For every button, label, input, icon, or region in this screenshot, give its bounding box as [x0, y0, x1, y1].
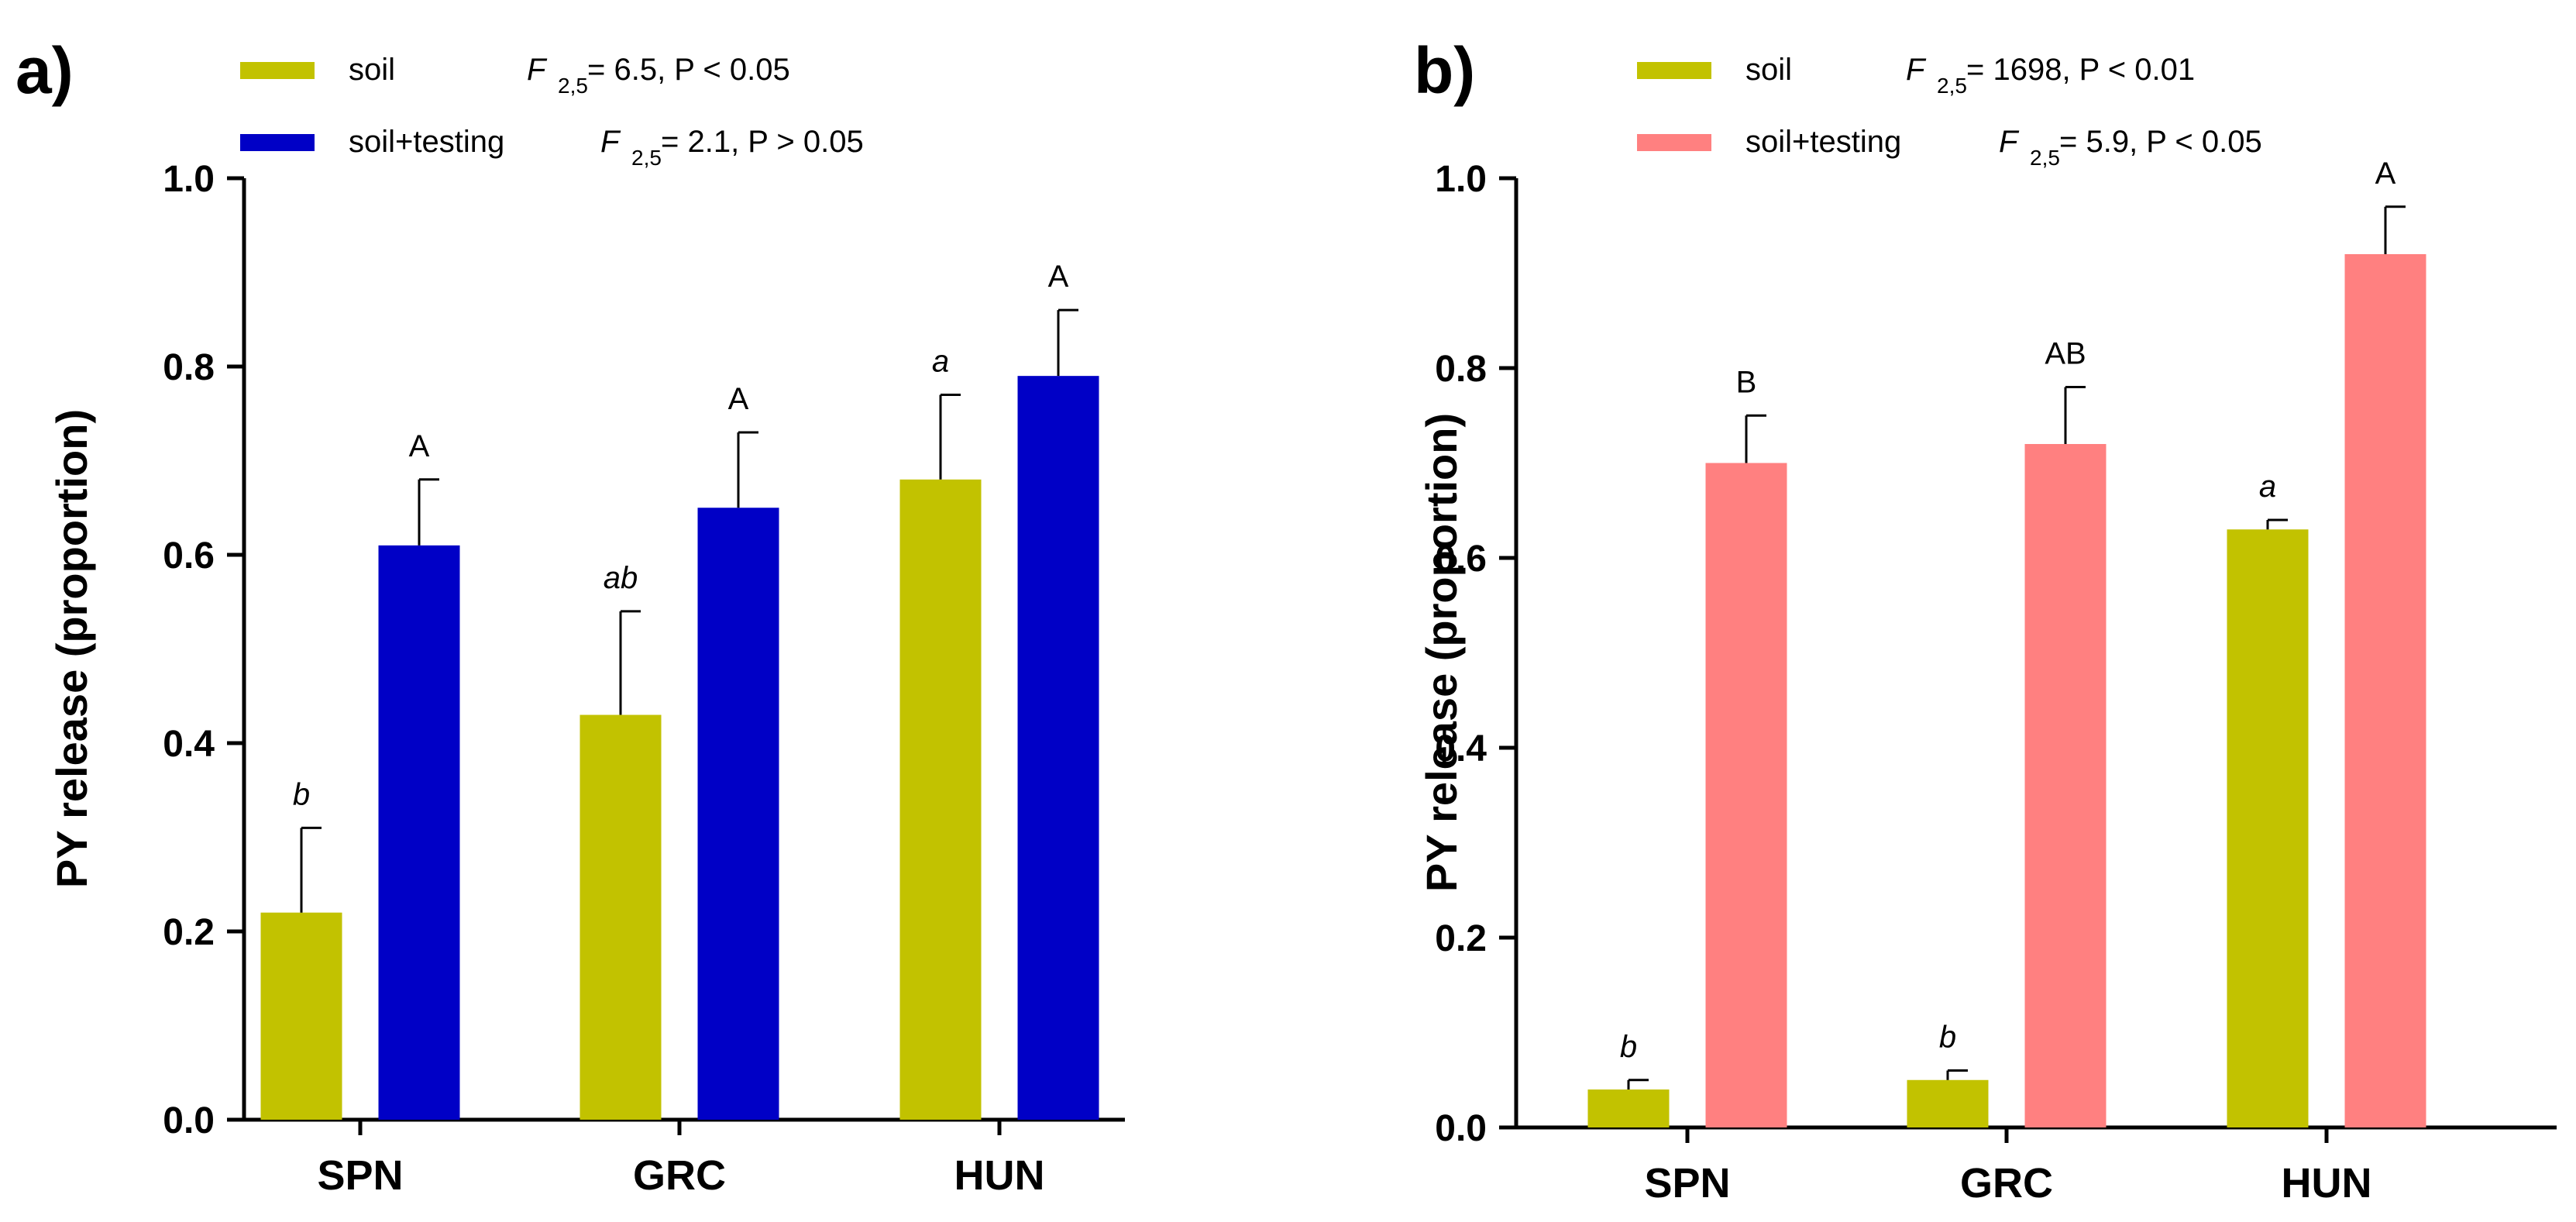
bar	[580, 714, 662, 1120]
bar	[1907, 1079, 1989, 1127]
x-tick-label: SPN	[1644, 1160, 1730, 1207]
y-tick-label: 0.6	[1435, 539, 1487, 580]
significance-letter: B	[1736, 365, 1757, 399]
legend-stat-sub-1: 2,5	[2030, 146, 2060, 170]
significance-letter: b	[1620, 1030, 1637, 1064]
significance-letter: b	[1939, 1021, 1956, 1055]
y-axis-title: PY release (proportion)	[47, 409, 96, 888]
bar	[2344, 254, 2426, 1127]
legend-swatch-0	[1637, 62, 1711, 79]
legend-stat-sub-0: 2,5	[1937, 74, 1967, 98]
significance-letter: A	[409, 429, 430, 463]
legend-stat-sub-1: 2,5	[631, 146, 662, 170]
y-tick-label: 0.2	[163, 912, 215, 953]
legend-stat-f-1: F	[600, 125, 621, 159]
x-tick-label: GRC	[1960, 1160, 2053, 1207]
bar	[378, 545, 460, 1120]
y-tick-label: 0.8	[163, 347, 215, 388]
legend-stat-sub-0: 2,5	[558, 74, 588, 98]
bar	[697, 508, 779, 1120]
significance-letter: a	[932, 344, 949, 378]
bar	[2024, 444, 2107, 1127]
legend-stat-text-1: = 5.9, P < 0.05	[2059, 125, 2262, 159]
y-tick-label: 0.4	[163, 724, 215, 765]
panel-label: a)	[15, 34, 74, 107]
legend-label-0: soil	[1745, 53, 1792, 87]
significance-letter: ab	[604, 561, 638, 595]
legend-stat-f-0: F	[527, 53, 548, 87]
x-tick-label: HUN	[954, 1152, 1045, 1199]
bar	[1017, 376, 1099, 1120]
legend-label-0: soil	[349, 53, 395, 87]
legend-stat-f-1: F	[1999, 125, 2020, 159]
legend-stat-text-0: = 1698, P < 0.01	[1966, 53, 2195, 87]
bar	[899, 479, 982, 1120]
y-axis-title: PY release (proportion)	[1417, 413, 1466, 892]
legend-stat-text-0: = 6.5, P < 0.05	[587, 53, 790, 87]
x-tick-label: SPN	[317, 1152, 403, 1199]
bar	[1705, 463, 1787, 1127]
bar	[1587, 1089, 1670, 1127]
chart-panel-b: b) soil F 2,5 = 1698, P < 0.01 soil+testing F…	[1414, 34, 2557, 1207]
y-tick-label: 0.0	[163, 1100, 215, 1141]
legend-stat-text-1: = 2.1, P > 0.05	[661, 125, 864, 159]
legend-swatch-1	[1637, 134, 1711, 151]
legend-swatch-0	[240, 62, 315, 79]
y-tick-label: 0.4	[1435, 728, 1487, 769]
significance-letter: b	[293, 777, 310, 811]
legend-stat-f-0: F	[1906, 53, 1927, 87]
y-tick-label: 0.0	[1435, 1108, 1487, 1149]
significance-letter: A	[728, 382, 749, 416]
significance-letter: a	[2259, 470, 2276, 504]
panel-label: b)	[1414, 34, 1475, 107]
legend-label-1: soil+testing	[1745, 125, 1901, 159]
significance-letter: AB	[2045, 337, 2086, 371]
y-tick-label: 0.8	[1435, 349, 1487, 390]
y-tick-label: 0.2	[1435, 918, 1487, 959]
significance-letter: A	[2375, 157, 2396, 191]
bar	[260, 912, 342, 1120]
significance-letter: A	[1048, 260, 1069, 294]
x-tick-label: GRC	[633, 1152, 726, 1199]
y-tick-label: 1.0	[163, 159, 215, 200]
legend-swatch-1	[240, 134, 315, 151]
bar	[2227, 529, 2309, 1127]
legend-label-1: soil+testing	[349, 125, 504, 159]
x-tick-label: HUN	[2282, 1160, 2372, 1207]
y-tick-label: 1.0	[1435, 159, 1487, 200]
y-tick-label: 0.6	[163, 535, 215, 577]
